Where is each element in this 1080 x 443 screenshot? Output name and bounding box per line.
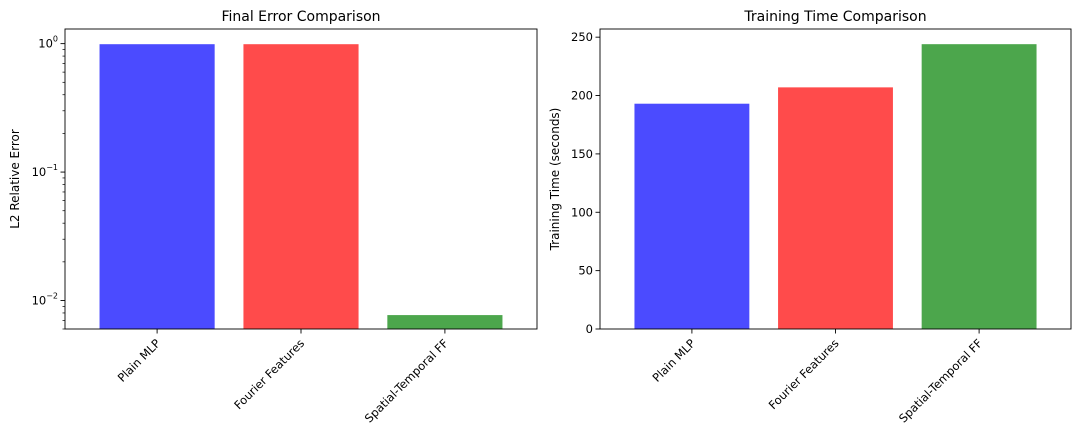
bar-spatial-temporal-ff bbox=[921, 44, 1037, 329]
bar-plain-mlp bbox=[99, 44, 215, 329]
y-tick-label: 150 bbox=[571, 147, 593, 161]
y-axis-label: Training Time (seconds) bbox=[548, 108, 562, 252]
x-tick-label-spatial-temporal-ff: Spatial-Temporal FF bbox=[896, 336, 985, 425]
chart-title: Final Error Comparison bbox=[221, 9, 380, 25]
x-tick-label-fourier-features: Fourier Features bbox=[231, 336, 307, 412]
chart-title: Training Time Comparison bbox=[743, 9, 926, 25]
y-axis-label: L2 Relative Error bbox=[8, 129, 22, 229]
y-tick-label: 100 bbox=[571, 205, 593, 219]
x-tick-label-spatial-temporal-ff: Spatial-Temporal FF bbox=[362, 336, 451, 425]
bar-fourier-features bbox=[243, 44, 359, 329]
y-tick-label: 50 bbox=[578, 264, 593, 278]
y-tick-label: 10−2 bbox=[32, 292, 58, 308]
y-tick-label: 100 bbox=[38, 35, 58, 51]
y-tick-label: 10−1 bbox=[32, 163, 58, 179]
x-tick-label-plain-mlp: Plain MLP bbox=[115, 336, 164, 385]
y-tick-label: 200 bbox=[571, 89, 593, 103]
final-error-chart: 10−2 10−1 100 Plain MLP Fourier Features Spat… bbox=[8, 9, 538, 425]
x-tick-label-fourier-features: Fourier Features bbox=[766, 336, 842, 412]
bar-fourier-features bbox=[778, 87, 893, 330]
bar-spatial-temporal-ff bbox=[387, 315, 503, 329]
y-tick-label: 250 bbox=[571, 30, 593, 44]
y-tick-label: 0 bbox=[586, 322, 593, 336]
bar-plain-mlp bbox=[634, 103, 750, 330]
training-time-chart: 0 50 100 150 200 250 Plain MLP Fourier Features… bbox=[548, 9, 1072, 425]
x-tick-label-plain-mlp: Plain MLP bbox=[650, 336, 699, 385]
